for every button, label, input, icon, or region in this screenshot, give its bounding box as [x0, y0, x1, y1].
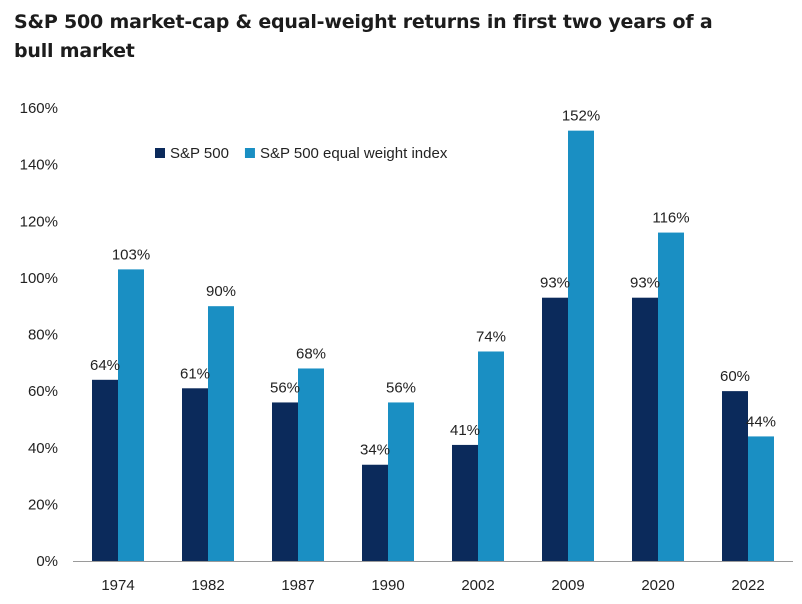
legend-label: S&P 500 equal weight index — [260, 145, 448, 162]
bar-s-p-500-1974 — [92, 379, 118, 561]
x-tick-label: 2022 — [731, 577, 764, 594]
bar-s-p-500-equal-weight-index-1987 — [298, 368, 324, 561]
data-label: 93% — [540, 275, 570, 292]
bar-s-p-500-equal-weight-index-2009 — [568, 130, 594, 561]
bar-s-p-500-equal-weight-index-1982 — [208, 306, 234, 561]
y-tick-label: 20% — [28, 496, 58, 513]
data-label: 90% — [206, 283, 236, 300]
y-axis: 0% 20% 40% 60% 80% 100% 120% 140% 160% — [20, 100, 58, 570]
data-label: 64% — [90, 357, 120, 374]
chart-title: S&P 500 market-cap & equal-weight return… — [14, 11, 713, 62]
legend: S&P 500 S&P 500 equal weight index — [155, 145, 448, 162]
x-tick-label: 1987 — [281, 577, 314, 594]
bar-s-p-500-equal-weight-index-1974 — [118, 269, 144, 561]
x-tick-label: 1982 — [191, 577, 224, 594]
bar-s-p-500-1982 — [182, 388, 208, 561]
bar-s-p-500-2022 — [722, 391, 748, 561]
data-label: 44% — [746, 413, 776, 430]
y-tick-label: 100% — [20, 270, 58, 287]
data-label: 93% — [630, 275, 660, 292]
data-label: 34% — [360, 442, 390, 459]
bar-s-p-500-equal-weight-index-2002 — [478, 351, 504, 561]
data-label: 56% — [270, 379, 300, 396]
data-labels: 64% 103% 61% 90% 56% 68% 34% 56% 41% 74% 93% 152% 93… — [90, 108, 776, 459]
bar-s-p-500-equal-weight-index-2020 — [658, 232, 684, 561]
data-label: 103% — [112, 246, 150, 263]
y-tick-label: 160% — [20, 100, 58, 117]
bar-s-p-500-1990 — [362, 464, 388, 561]
x-tick-label: 2020 — [641, 577, 674, 594]
x-tick-label: 2002 — [461, 577, 494, 594]
legend-swatch — [244, 148, 255, 158]
x-tick-label: 1990 — [371, 577, 404, 594]
legend-label: S&P 500 — [170, 145, 229, 162]
legend-swatch — [155, 148, 165, 158]
x-axis: 1974 1982 1987 1990 2002 2009 2020 2022 — [73, 561, 793, 594]
x-tick-label: 1974 — [101, 577, 134, 594]
data-label: 56% — [386, 379, 416, 396]
y-tick-label: 0% — [36, 553, 58, 570]
bar-s-p-500-2009 — [542, 297, 568, 561]
data-label: 68% — [296, 345, 326, 362]
x-tick-label: 2009 — [551, 577, 584, 594]
data-label: 116% — [652, 210, 689, 227]
bar-s-p-500-2020 — [632, 297, 658, 561]
data-label: 60% — [720, 368, 750, 385]
data-label: 74% — [476, 328, 506, 345]
y-tick-label: 140% — [20, 157, 58, 174]
y-tick-label: 80% — [28, 327, 58, 344]
bar-s-p-500-equal-weight-index-2022 — [748, 436, 774, 561]
y-tick-label: 60% — [28, 383, 58, 400]
bar-s-p-500-1987 — [272, 402, 298, 561]
bar-s-p-500-2002 — [452, 444, 478, 561]
data-label: 41% — [450, 422, 480, 439]
y-tick-label: 40% — [28, 440, 58, 457]
data-label: 61% — [180, 365, 210, 382]
y-tick-label: 120% — [20, 213, 58, 230]
bars — [92, 130, 774, 561]
bar-s-p-500-equal-weight-index-1990 — [388, 402, 414, 561]
data-label: 152% — [562, 108, 600, 125]
